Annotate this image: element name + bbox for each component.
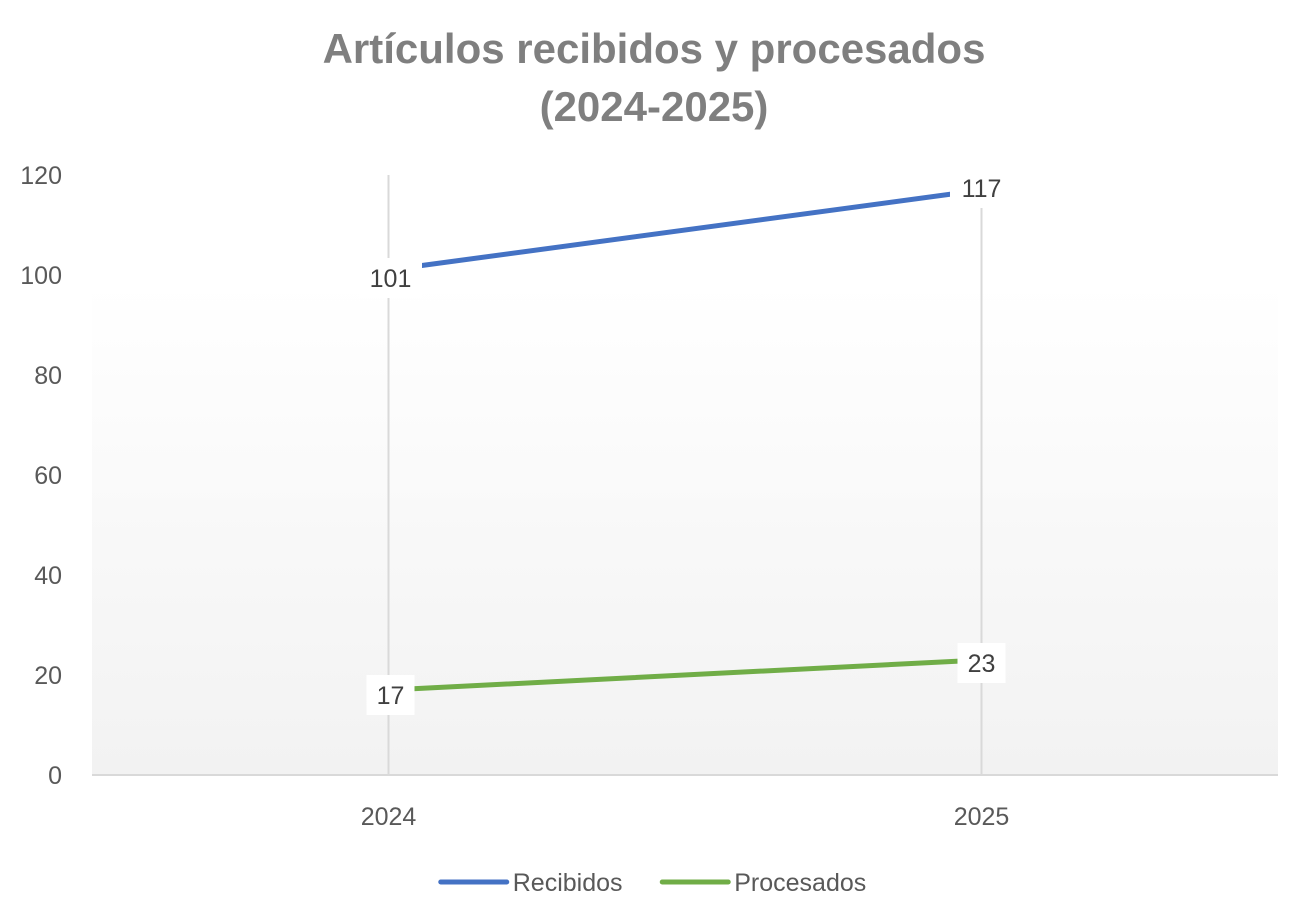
series-lines xyxy=(386,187,984,693)
series-line-recibidos xyxy=(386,187,984,273)
y-tick-label: 80 xyxy=(34,362,62,390)
chart-title-line-2: (2024-2025) xyxy=(539,83,769,130)
data-label-box xyxy=(359,258,422,298)
data-label: 17 xyxy=(377,682,405,710)
y-tick-label: 100 xyxy=(20,262,62,290)
axes: 0 20 40 60 80 100 120 2024 2025 xyxy=(20,162,1278,831)
legend-label-procesados: Procesados xyxy=(734,869,866,897)
y-tick-label: 120 xyxy=(20,162,62,190)
data-label-box xyxy=(366,675,415,715)
legend-label-recibidos: Recibidos xyxy=(513,869,623,897)
data-label-box xyxy=(957,643,1006,683)
chart-title-line-1: Artículos recibidos y procesados xyxy=(322,25,986,72)
series-line-procesados xyxy=(386,657,984,693)
y-tick-label: 0 xyxy=(48,762,62,790)
data-labels: 101 117 17 23 xyxy=(359,168,1013,715)
data-label: 101 xyxy=(370,265,412,293)
x-tick-label: 2025 xyxy=(954,803,1010,831)
y-tick-label: 60 xyxy=(34,462,62,490)
plot-area-background xyxy=(92,283,1278,775)
y-tick-label: 20 xyxy=(34,662,62,690)
data-label: 117 xyxy=(962,175,1002,203)
y-tick-label: 40 xyxy=(34,562,62,590)
data-label-box xyxy=(950,168,1013,208)
x-tick-label: 2024 xyxy=(361,803,417,831)
data-label: 23 xyxy=(968,650,996,678)
legend: Recibidos Procesados xyxy=(438,869,866,897)
